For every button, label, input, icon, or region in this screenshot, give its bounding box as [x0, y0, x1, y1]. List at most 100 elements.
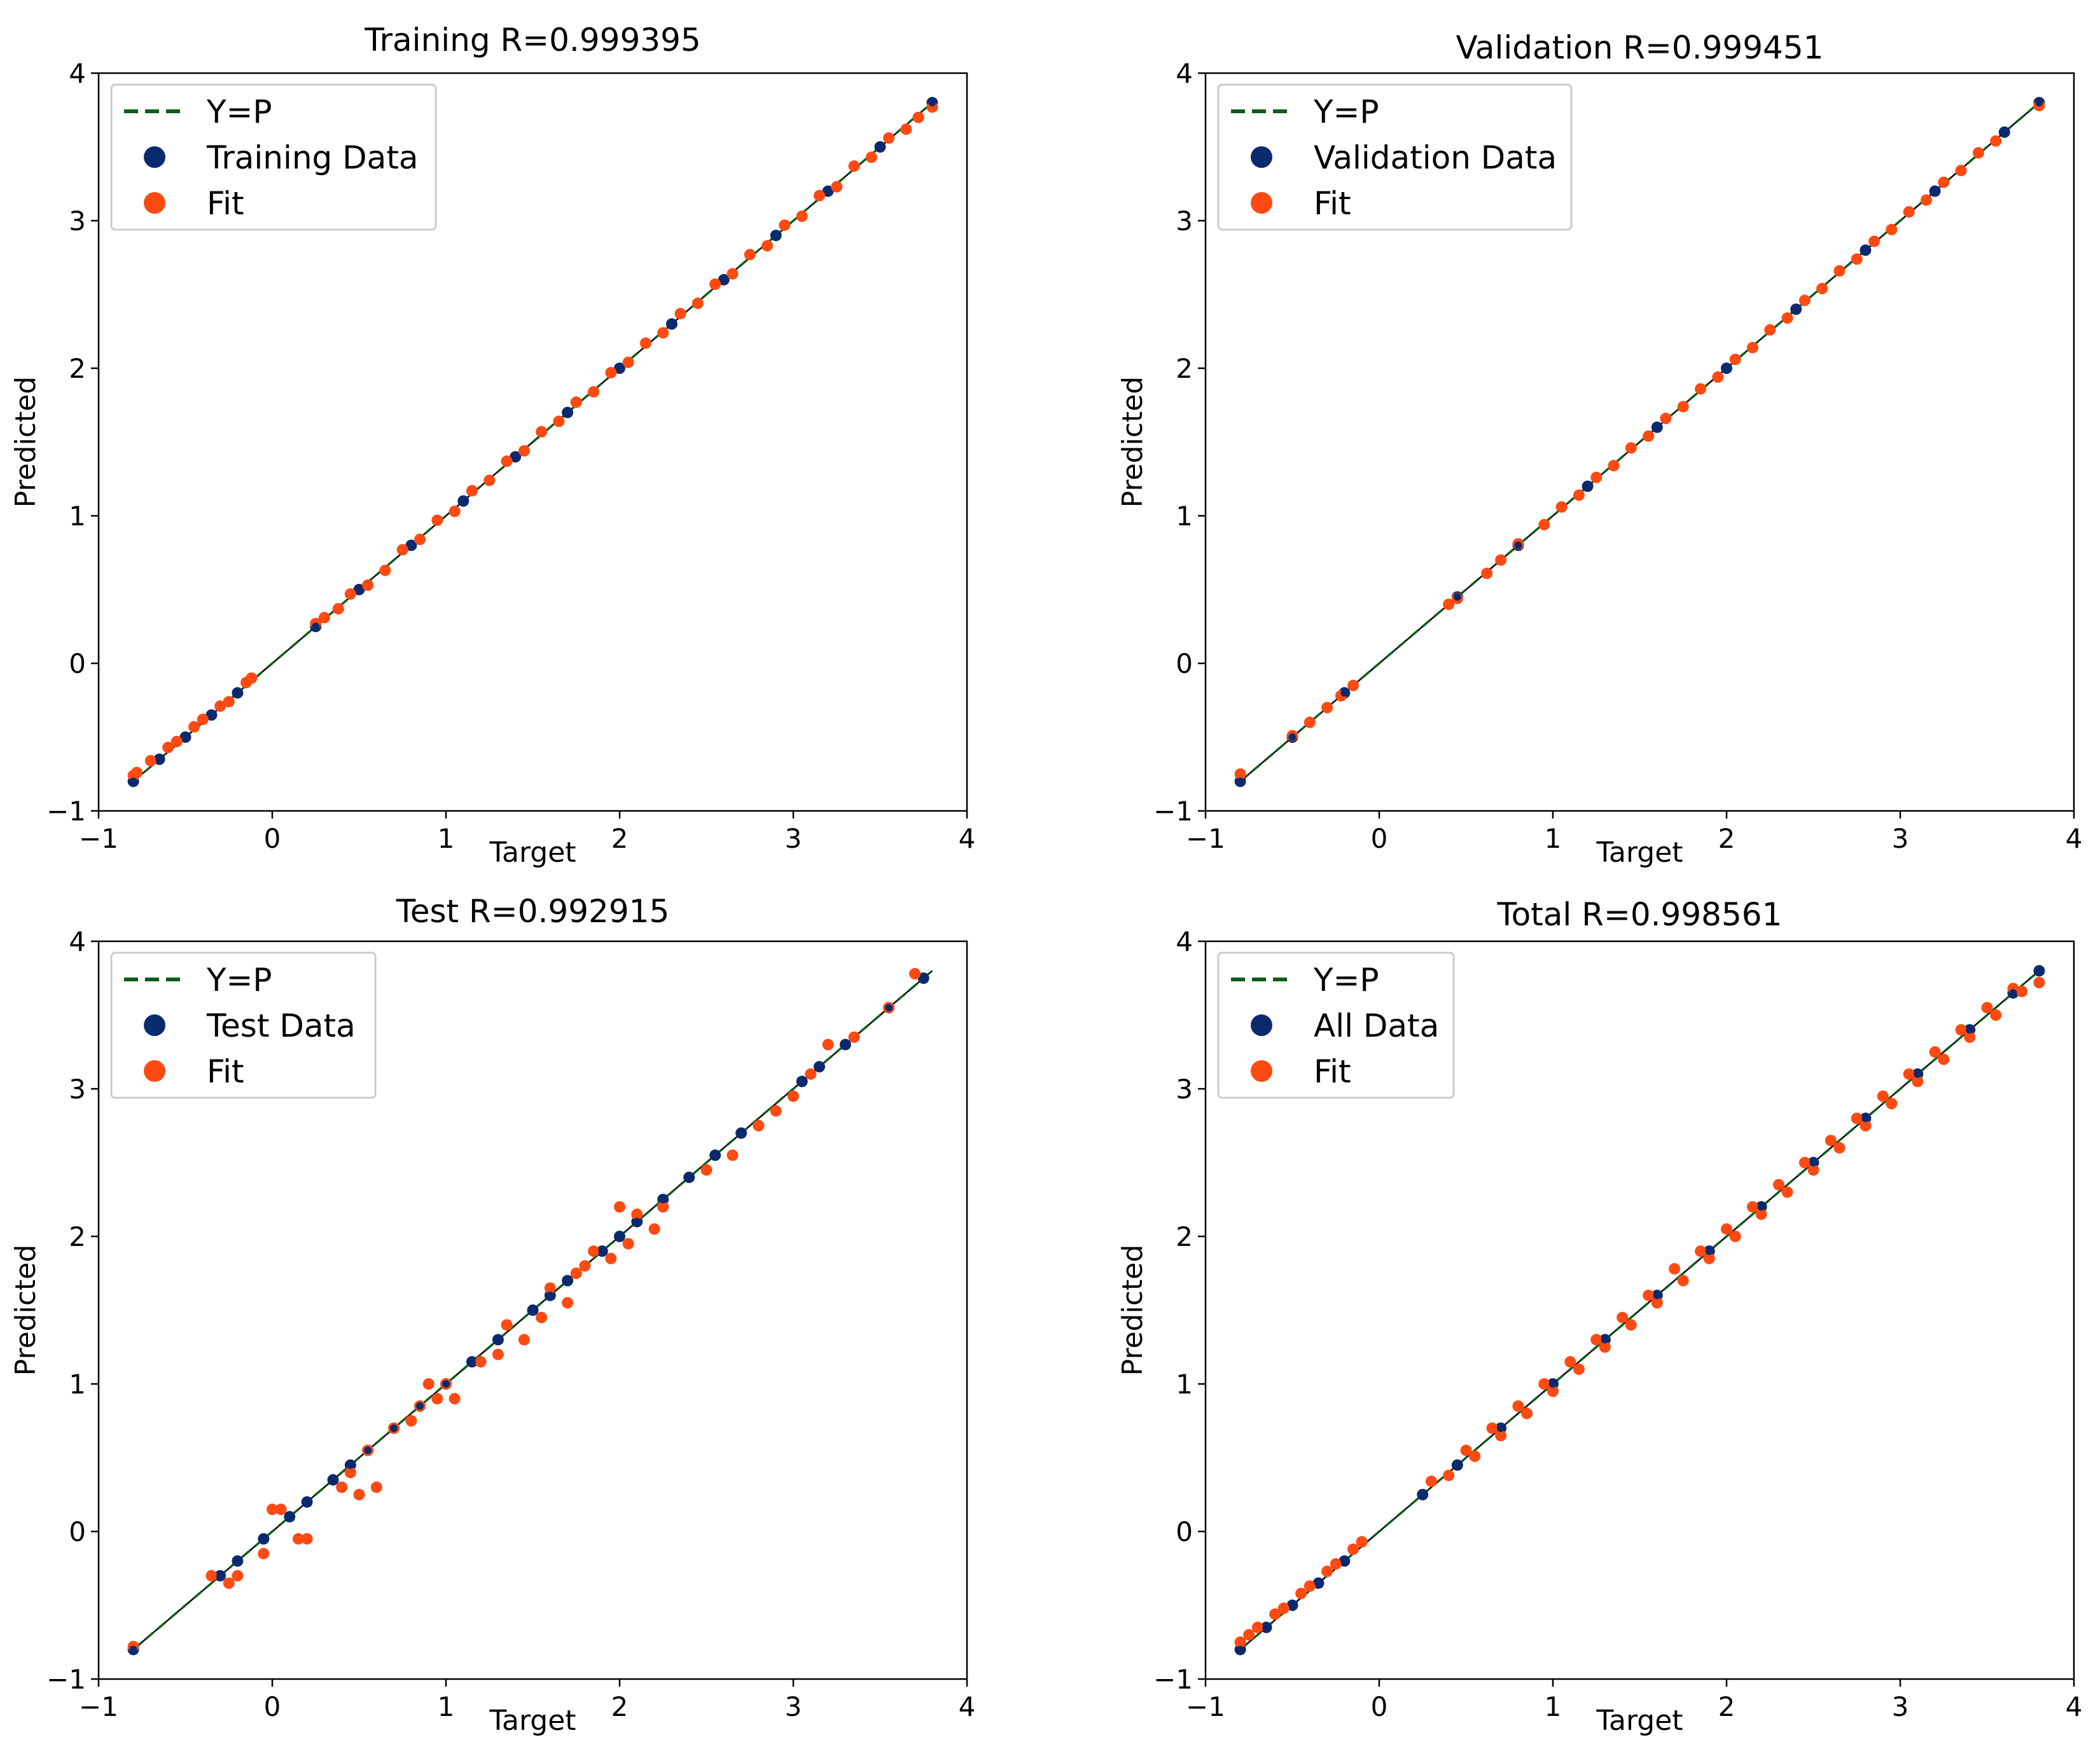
data-point-overlay: [1453, 1461, 1461, 1469]
data-point-overlay: [1914, 1070, 1922, 1078]
fit-point: [588, 386, 600, 398]
fit-point: [131, 766, 143, 778]
fit-point: [1807, 1164, 1819, 1176]
fit-point: [353, 1489, 365, 1500]
legend-fit-swatch: [1251, 1060, 1272, 1082]
fit-point: [1625, 442, 1637, 454]
fit-point: [370, 1481, 382, 1493]
fit-point: [727, 1149, 739, 1161]
fit-point: [727, 268, 739, 280]
data-point-overlay: [1861, 246, 1870, 254]
legend-data-swatch: [1251, 146, 1272, 168]
fit-point: [1938, 176, 1950, 188]
y-tick-label: 4: [1176, 58, 1193, 89]
x-tick-label: 4: [959, 823, 976, 854]
fit-point: [1851, 253, 1863, 265]
fit-point: [1772, 1179, 1784, 1191]
fit-point: [1460, 1444, 1472, 1456]
fit-point: [544, 1282, 556, 1294]
data-point-overlay: [798, 1077, 806, 1086]
fit-point: [318, 612, 330, 624]
y-tick-label: −1: [46, 796, 86, 827]
fit-point: [1833, 265, 1846, 277]
x-tick-label: −1: [79, 1691, 118, 1722]
fit-point: [475, 1356, 487, 1368]
subplot-4: Total R=0.998561 −1 0 1 2 3 4 −1 0 1 2 3 4 Target Pred…: [1116, 896, 2082, 1737]
fit-point: [1295, 1587, 1307, 1600]
fit-point: [492, 1348, 504, 1360]
data-point-overlay: [1757, 1203, 1765, 1211]
fit-point: [639, 337, 651, 349]
x-tick-label: 4: [2066, 823, 2083, 854]
data-point-overlay: [1705, 1247, 1713, 1255]
data-point-overlay: [529, 1306, 537, 1314]
fit-point: [1481, 567, 1493, 579]
fit-point: [1729, 1231, 1741, 1242]
legend-label-data: All Data: [1314, 1007, 1439, 1044]
fit-point: [1903, 206, 1915, 218]
data-point-overlay: [1549, 1380, 1557, 1388]
data-point-overlay: [824, 187, 832, 195]
plot-frame: [1204, 940, 2075, 1680]
data-point-overlay: [1419, 1491, 1427, 1498]
fit-point: [1851, 1112, 1863, 1124]
data-point-overlay: [1583, 482, 1592, 490]
data-point-overlay: [2000, 128, 2008, 136]
fit-point: [822, 1039, 834, 1051]
data-point-overlay: [468, 1358, 476, 1366]
legend-label-identity: Y=P: [206, 962, 272, 999]
fit-point: [622, 356, 634, 368]
data-point-overlay: [885, 1004, 893, 1012]
fit-point: [1617, 1311, 1629, 1324]
fit-point: [1643, 1289, 1655, 1301]
data-point-overlay: [564, 408, 572, 417]
fit-point: [1755, 1208, 1767, 1220]
fit-point: [1330, 1558, 1342, 1570]
fit-point: [1547, 1385, 1559, 1397]
fit-point: [449, 506, 461, 518]
fit-point: [483, 474, 496, 487]
y-axis-label: Predicted: [10, 377, 42, 508]
fit-point: [848, 1031, 860, 1043]
legend-fit-swatch: [144, 192, 165, 214]
fit-point: [362, 579, 374, 591]
fit-point: [144, 755, 156, 767]
fit-point: [1798, 294, 1811, 307]
fit-point: [422, 1378, 435, 1390]
data-point-overlay: [2035, 99, 2043, 107]
fit-point: [1564, 1356, 1576, 1368]
data-point-overlay: [598, 1247, 606, 1255]
legend-box: [1217, 951, 1455, 1099]
chart-title: Test R=0.992915: [396, 893, 670, 930]
y-tick-label: 2: [69, 353, 86, 384]
data-point-overlay: [1792, 305, 1800, 314]
chart-title: Total R=0.998561: [1497, 896, 1783, 933]
fit-point: [912, 111, 924, 123]
fit-point: [162, 742, 174, 754]
fit-point: [1695, 1245, 1707, 1257]
data-point-overlay: [1262, 1623, 1270, 1631]
x-tick-label: 4: [2066, 1691, 2083, 1722]
fit-point: [1868, 235, 1881, 247]
data-point-overlay: [720, 275, 728, 284]
x-axis-label: Target: [489, 1704, 576, 1737]
data-point-overlay: [364, 1446, 372, 1455]
y-tick-label: −1: [1153, 1664, 1193, 1695]
y-tick-label: 0: [1176, 648, 1193, 679]
fit-point: [1746, 1201, 1758, 1213]
x-tick-label: 0: [1371, 823, 1388, 854]
x-tick-label: 0: [264, 823, 281, 854]
fit-point: [267, 1504, 278, 1516]
fit-point: [1816, 282, 1828, 294]
fit-point: [336, 1481, 348, 1493]
x-tick-label: 4: [959, 1691, 976, 1722]
fit-point: [344, 588, 356, 600]
fit-point: [501, 1319, 513, 1331]
legend-data-swatch: [1251, 1014, 1272, 1036]
data-point-overlay: [442, 1380, 450, 1388]
data-point-overlay: [564, 1276, 572, 1285]
data-point-overlay: [1453, 593, 1461, 601]
data-point-overlay: [1340, 689, 1349, 697]
x-tick-label: 1: [1545, 823, 1562, 854]
